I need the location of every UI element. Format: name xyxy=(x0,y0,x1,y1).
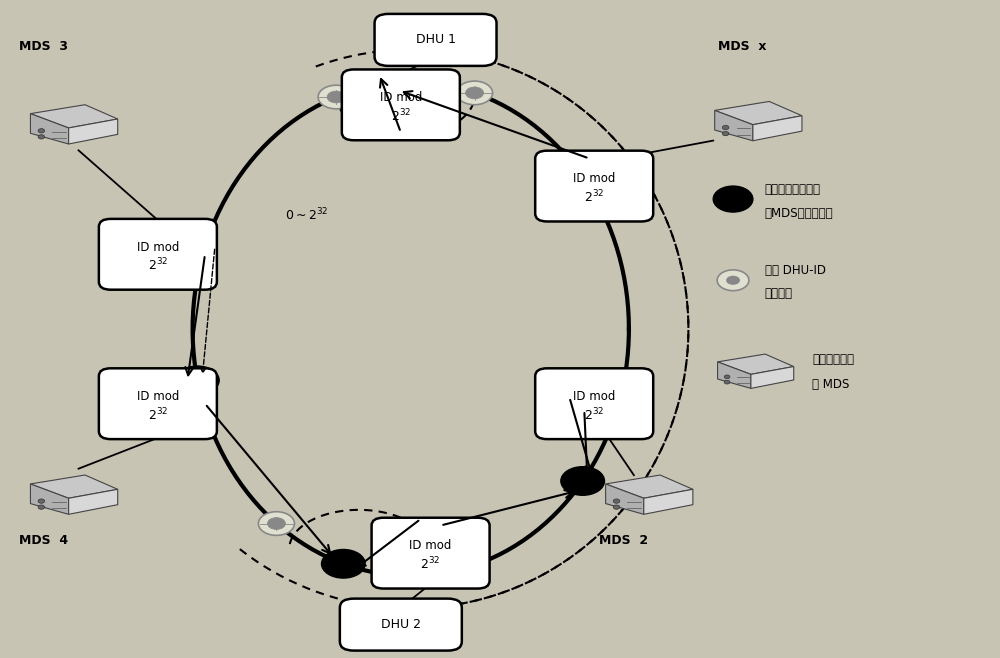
FancyBboxPatch shape xyxy=(342,70,460,140)
Text: ID mod: ID mod xyxy=(573,390,615,403)
Text: $2^{32}$: $2^{32}$ xyxy=(391,108,411,124)
Circle shape xyxy=(717,270,749,291)
Circle shape xyxy=(38,505,45,509)
FancyBboxPatch shape xyxy=(375,14,497,66)
Text: $2^{32}$: $2^{32}$ xyxy=(420,556,441,572)
Circle shape xyxy=(466,87,484,99)
Circle shape xyxy=(456,81,493,105)
Polygon shape xyxy=(30,475,118,498)
Polygon shape xyxy=(606,475,693,498)
Text: 代表元数据服务器: 代表元数据服务器 xyxy=(765,183,821,196)
Polygon shape xyxy=(718,354,794,374)
Text: $2^{32}$: $2^{32}$ xyxy=(584,407,604,423)
FancyBboxPatch shape xyxy=(340,599,462,651)
Circle shape xyxy=(713,186,753,212)
Circle shape xyxy=(322,549,365,578)
Text: $2^{32}$: $2^{32}$ xyxy=(584,189,604,205)
Text: DHU 1: DHU 1 xyxy=(416,34,456,47)
Circle shape xyxy=(722,126,729,130)
Circle shape xyxy=(613,505,620,509)
Circle shape xyxy=(267,518,285,530)
Circle shape xyxy=(176,366,219,395)
Circle shape xyxy=(423,562,459,586)
Polygon shape xyxy=(30,484,69,515)
Polygon shape xyxy=(753,116,802,141)
Text: MDS  x: MDS x xyxy=(718,40,767,53)
Circle shape xyxy=(724,375,730,379)
Text: ID mod: ID mod xyxy=(137,241,179,253)
Circle shape xyxy=(38,129,45,133)
FancyBboxPatch shape xyxy=(535,151,653,222)
Text: $2^{32}$: $2^{32}$ xyxy=(148,407,168,423)
Polygon shape xyxy=(69,119,118,144)
Polygon shape xyxy=(606,484,644,515)
Text: ID mod: ID mod xyxy=(409,540,452,553)
Circle shape xyxy=(724,380,730,384)
Polygon shape xyxy=(644,490,693,515)
Circle shape xyxy=(258,512,294,536)
Circle shape xyxy=(722,132,729,136)
Circle shape xyxy=(613,499,620,503)
Text: 的哈希值: 的哈希值 xyxy=(765,287,793,300)
Text: ID mod: ID mod xyxy=(137,390,179,403)
Text: 代表 DHU-ID: 代表 DHU-ID xyxy=(765,264,826,277)
Circle shape xyxy=(318,85,354,109)
Text: DHU 2: DHU 2 xyxy=(381,618,421,631)
Text: MDS  3: MDS 3 xyxy=(19,40,68,53)
Circle shape xyxy=(561,467,604,495)
Polygon shape xyxy=(69,490,118,515)
Text: $2^{32}$: $2^{32}$ xyxy=(148,257,168,274)
Text: ID mod: ID mod xyxy=(573,172,615,186)
Text: ID mod: ID mod xyxy=(380,91,422,104)
Circle shape xyxy=(362,70,406,98)
Polygon shape xyxy=(718,362,751,388)
Text: 器 MDS: 器 MDS xyxy=(812,378,850,391)
FancyBboxPatch shape xyxy=(535,368,653,439)
Circle shape xyxy=(38,135,45,139)
Text: （MDS）的哈希值: （MDS）的哈希值 xyxy=(765,207,833,220)
Polygon shape xyxy=(30,105,118,128)
Text: 元数据服务务: 元数据服务务 xyxy=(812,353,854,366)
Text: MDS  2: MDS 2 xyxy=(599,534,648,547)
Circle shape xyxy=(327,91,345,103)
FancyBboxPatch shape xyxy=(372,518,490,588)
Circle shape xyxy=(432,568,450,580)
Circle shape xyxy=(726,276,740,285)
Polygon shape xyxy=(715,111,753,141)
Text: $0\sim 2^{32}$: $0\sim 2^{32}$ xyxy=(285,207,328,224)
Circle shape xyxy=(38,499,45,503)
Polygon shape xyxy=(30,114,69,144)
FancyBboxPatch shape xyxy=(99,219,217,290)
Text: MDS  4: MDS 4 xyxy=(19,534,68,547)
Polygon shape xyxy=(715,101,802,124)
FancyBboxPatch shape xyxy=(99,368,217,439)
Polygon shape xyxy=(751,367,794,388)
